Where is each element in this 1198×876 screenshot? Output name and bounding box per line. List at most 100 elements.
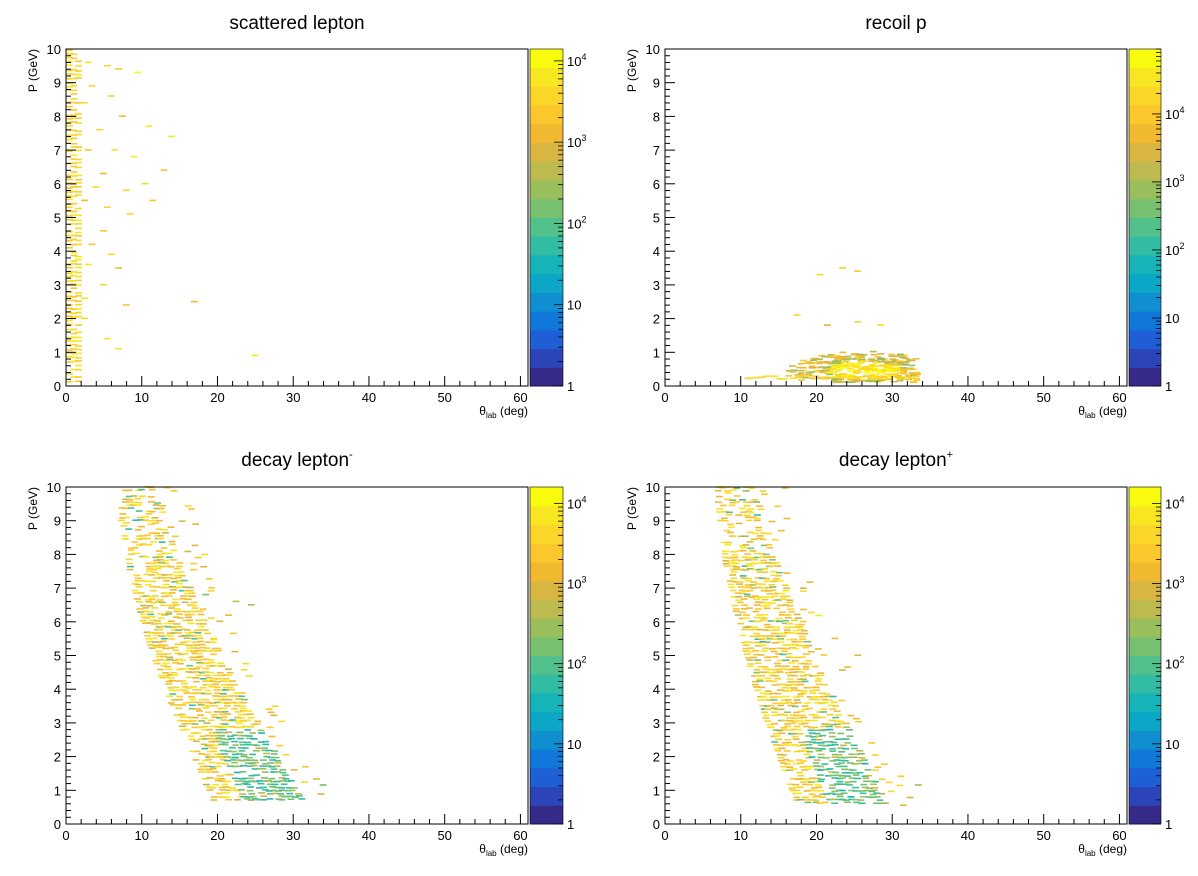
y-tick-label: 7 <box>54 143 61 158</box>
heatmap-bin <box>75 70 82 72</box>
x-tick-label: 60 <box>513 390 527 405</box>
heatmap-bin <box>207 671 215 674</box>
heatmap-bin <box>153 507 161 510</box>
colorbar-segment <box>1129 273 1161 293</box>
heatmap-bin <box>145 544 153 546</box>
heatmap-bin <box>782 744 790 746</box>
heatmap-bin <box>203 722 211 724</box>
heatmap-bin <box>874 356 882 358</box>
heatmap-bin <box>75 207 82 210</box>
heatmap-bin <box>270 768 278 770</box>
heatmap-bin <box>714 489 722 492</box>
colorbar-tick-label: 104 <box>567 52 586 69</box>
heatmap-bin <box>727 523 734 526</box>
heatmap-bin <box>75 311 82 314</box>
heatmap-bin <box>786 638 793 641</box>
heatmap-bin <box>794 701 802 704</box>
x-tick-label: 0 <box>661 390 668 405</box>
heatmap-bin <box>170 672 177 674</box>
heatmap-bin <box>829 723 837 726</box>
colorbar-segment <box>1129 692 1161 713</box>
heatmap-bin <box>191 726 199 729</box>
heatmap-bin <box>832 771 840 774</box>
heatmap-bin <box>162 559 170 562</box>
heatmap-bin <box>798 671 806 673</box>
heatmap-bin <box>144 534 151 537</box>
heatmap-bin <box>66 343 73 346</box>
heatmap-bin <box>802 653 810 655</box>
heatmap-bin <box>732 562 740 565</box>
heatmap-bin <box>188 671 196 674</box>
colorbar-segment <box>530 767 563 788</box>
heatmap-bin <box>248 762 256 765</box>
heatmap-bin <box>808 377 815 379</box>
heatmap-bin <box>179 598 187 600</box>
heatmap-bin <box>761 629 769 631</box>
heatmap-bin <box>239 793 246 795</box>
heatmap-bin <box>225 614 232 616</box>
title-superscript: - <box>349 449 353 461</box>
heatmap-bin <box>800 641 808 643</box>
heatmap-bin <box>269 759 277 761</box>
heatmap-bin <box>772 671 780 673</box>
heatmap-bin <box>856 750 864 752</box>
x-tick-label: 40 <box>362 390 376 405</box>
heatmap-bin <box>750 562 758 565</box>
heatmap-bin <box>191 607 199 609</box>
heatmap-bin <box>230 789 237 791</box>
colorbar-tick-mantissa: 10 <box>1165 107 1179 122</box>
heatmap-bin <box>233 726 241 729</box>
heatmap-bin <box>834 365 842 368</box>
heatmap-bin <box>800 629 808 632</box>
heatmap-bin <box>745 586 753 588</box>
x-axis-label: θlab (deg) <box>1078 404 1127 420</box>
heatmap-bin <box>66 315 73 318</box>
heatmap-bin <box>66 191 73 193</box>
y-tick-label: 0 <box>653 817 660 832</box>
heatmap-bin <box>133 592 140 594</box>
heatmap-bin <box>178 713 186 716</box>
heatmap-bin <box>209 768 217 770</box>
heatmap-bin <box>192 523 199 525</box>
heatmap-bin <box>790 638 798 641</box>
heatmap-bin <box>797 662 805 665</box>
colorbar-segment <box>1129 180 1161 200</box>
x-tick-label: 0 <box>62 390 69 405</box>
heatmap-bin <box>812 742 820 744</box>
colorbar-segment <box>1129 524 1161 544</box>
heatmap-bin <box>75 266 82 269</box>
heatmap-bin <box>258 792 265 794</box>
heatmap-bin <box>803 753 811 756</box>
heatmap-bin <box>857 799 865 801</box>
heatmap-bin <box>197 640 205 643</box>
heatmap-bin <box>215 717 223 719</box>
heatmap-bin <box>769 692 776 695</box>
heatmap-bin <box>127 547 135 550</box>
heatmap-bin <box>197 704 205 706</box>
heatmap-bin <box>719 487 726 489</box>
heatmap-bin <box>845 363 853 365</box>
heatmap-bin <box>165 576 173 579</box>
heatmap-bin <box>167 677 175 679</box>
heatmap-bin <box>75 65 82 67</box>
heatmap-bin <box>168 638 175 640</box>
heatmap-bin <box>777 719 785 722</box>
heatmap-bin <box>70 142 78 145</box>
heatmap-bin <box>789 371 797 373</box>
heatmap-bin <box>231 753 239 756</box>
heatmap-bin <box>829 784 837 786</box>
heatmap-bin <box>853 377 861 379</box>
heatmap-bin <box>253 723 261 725</box>
heatmap-bin <box>202 683 210 686</box>
heatmap-bin <box>828 355 835 358</box>
heatmap-bin <box>201 725 209 728</box>
heatmap-bin <box>781 702 789 705</box>
heatmap-bin <box>179 659 187 662</box>
heatmap-bin <box>144 583 152 586</box>
heatmap-bin <box>66 247 73 249</box>
heatmap-bin <box>75 307 82 310</box>
title-superscript: + <box>947 449 953 461</box>
heatmap-bin <box>177 571 185 573</box>
heatmap-bin <box>182 702 190 704</box>
heatmap-bin <box>198 762 205 765</box>
